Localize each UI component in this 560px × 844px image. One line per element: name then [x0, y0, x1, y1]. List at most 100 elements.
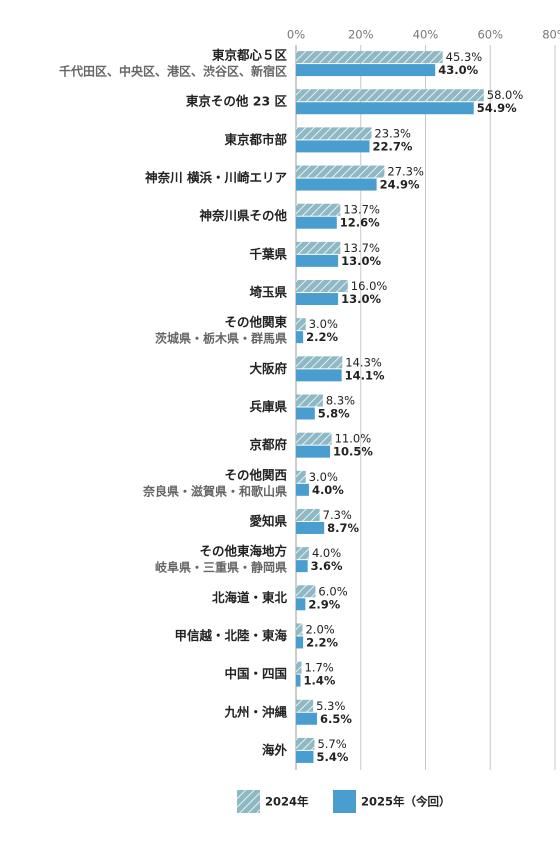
bar — [296, 560, 308, 573]
category-label: 甲信越・北陸・東海 — [174, 628, 287, 643]
value-label: 8.3% — [326, 394, 355, 408]
category-label: その他東海地方 — [199, 544, 287, 559]
value-label: 4.0% — [312, 483, 344, 497]
category-sublabel: 岐阜県・三重県・静岡県 — [155, 560, 287, 575]
value-label: 43.0% — [438, 63, 478, 77]
bar — [296, 674, 301, 687]
value-label: 27.3% — [387, 165, 424, 179]
category-label: 海外 — [262, 742, 288, 757]
bar — [296, 394, 323, 407]
value-label: 12.6% — [340, 216, 380, 230]
category-sublabel: 茨城県・栃木県・群馬県 — [155, 331, 287, 346]
value-label: 23.3% — [374, 126, 411, 140]
value-label: 22.7% — [372, 139, 412, 153]
bar — [296, 598, 306, 611]
bar — [296, 737, 315, 750]
bar — [296, 203, 341, 216]
value-label: 3.0% — [309, 317, 338, 331]
bar — [296, 331, 304, 344]
value-label: 58.0% — [487, 88, 524, 102]
x-tick-label: 0% — [287, 28, 305, 42]
x-tick-label: 80% — [542, 28, 560, 42]
bar — [296, 699, 314, 712]
value-label: 3.6% — [311, 559, 343, 573]
value-label: 24.9% — [380, 178, 420, 192]
bar — [296, 140, 370, 153]
x-tick-label: 40% — [413, 28, 439, 42]
bar — [296, 483, 309, 496]
value-label: 13.0% — [341, 254, 381, 268]
bar — [296, 165, 385, 178]
bar — [296, 64, 436, 77]
bar — [296, 127, 372, 140]
category-label: 東京その他 23 区 — [186, 94, 288, 109]
category-sublabel: 奈良県・滋賀県・和歌山県 — [142, 483, 287, 498]
value-label: 1.4% — [304, 674, 336, 688]
value-label: 13.7% — [343, 241, 380, 255]
bar — [296, 102, 474, 115]
x-tick-label: 60% — [477, 28, 503, 42]
value-label: 5.8% — [318, 407, 350, 421]
bar — [296, 318, 306, 331]
value-label: 7.3% — [323, 508, 352, 522]
value-label: 3.0% — [309, 470, 338, 484]
bar — [296, 521, 325, 534]
value-label: 2.0% — [305, 622, 334, 636]
value-label: 5.3% — [316, 699, 345, 713]
value-label: 13.0% — [341, 292, 381, 306]
bar — [296, 750, 314, 763]
value-label: 2.9% — [308, 597, 340, 611]
bar — [296, 585, 316, 598]
category-label: 愛知県 — [249, 513, 287, 528]
category-label: 東京都市部 — [224, 132, 287, 147]
value-label: 4.0% — [312, 546, 341, 560]
category-label: 神奈川 横浜・川崎エリア — [145, 170, 287, 185]
category-label: その他関東 — [224, 315, 287, 330]
bar — [296, 51, 443, 64]
value-label: 54.9% — [477, 101, 517, 115]
value-label: 5.7% — [317, 737, 346, 751]
legend-swatch — [237, 790, 260, 813]
value-label: 16.0% — [351, 279, 388, 293]
value-label: 10.5% — [333, 445, 373, 459]
bar — [296, 636, 304, 649]
category-label: 九州・沖縄 — [223, 704, 287, 719]
value-label: 2.2% — [306, 635, 338, 649]
bar — [296, 178, 377, 191]
value-label: 13.7% — [343, 203, 380, 217]
value-label: 8.7% — [327, 521, 359, 535]
category-label: 神奈川県その他 — [199, 208, 287, 223]
category-label: 千葉県 — [249, 246, 287, 261]
value-label: 14.3% — [345, 355, 382, 369]
bar — [296, 254, 339, 267]
bar — [296, 623, 303, 636]
category-label: 中国・四国 — [224, 666, 287, 681]
category-label: 大阪府 — [249, 361, 287, 376]
value-label: 5.4% — [316, 750, 348, 764]
value-label: 11.0% — [335, 432, 372, 446]
bar — [296, 293, 339, 306]
bar — [296, 241, 341, 254]
legend-label: 2024年 — [265, 795, 309, 809]
bar — [296, 369, 342, 382]
legend-swatch — [333, 790, 356, 813]
value-label: 45.3% — [446, 50, 483, 64]
category-label: 北海道・東北 — [212, 590, 288, 605]
category-label: 兵庫県 — [249, 399, 287, 414]
bar — [296, 356, 343, 369]
bar — [296, 508, 320, 521]
bar — [296, 547, 309, 560]
x-tick-label: 20% — [348, 28, 374, 42]
bar — [296, 470, 306, 483]
bar — [296, 89, 484, 102]
category-label: その他関西 — [224, 467, 287, 482]
bar — [296, 432, 332, 445]
bar — [296, 280, 348, 293]
bar — [296, 661, 302, 674]
category-label: 京都府 — [249, 437, 287, 452]
value-label: 6.5% — [320, 712, 352, 726]
bar — [296, 712, 318, 725]
category-label: 埼玉県 — [249, 285, 287, 300]
legend-label: 2025年（今回） — [361, 795, 451, 809]
